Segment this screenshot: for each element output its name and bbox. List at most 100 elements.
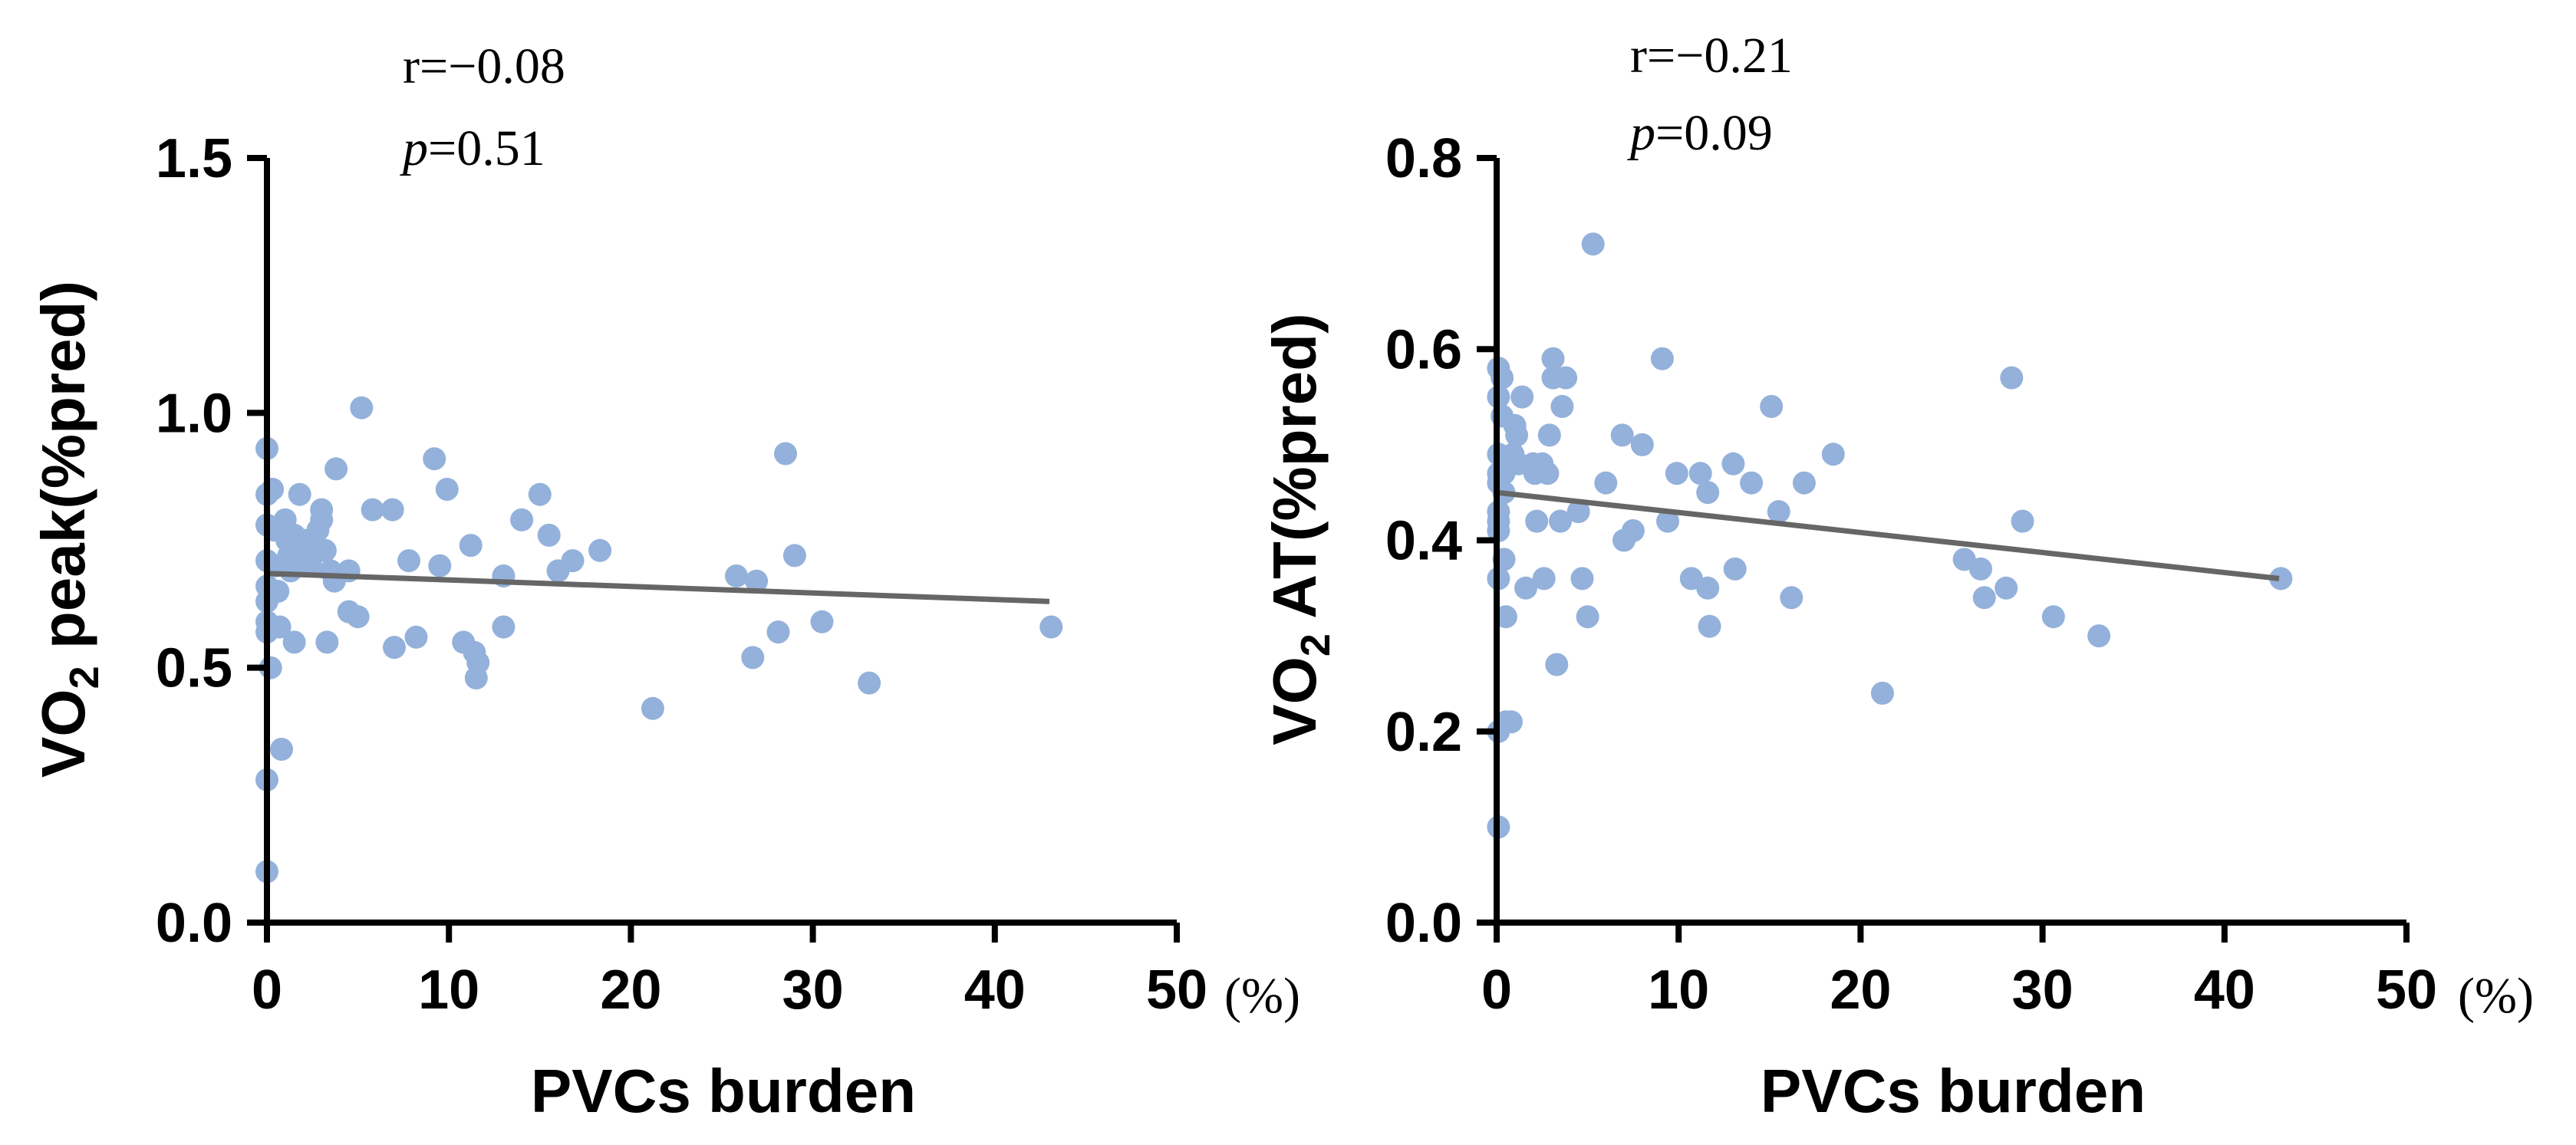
data-point-right-36	[1550, 395, 1574, 418]
data-point-right-60	[1780, 586, 1804, 610]
x-ticks-left: 0 10 20 30 40 50	[252, 923, 1207, 1021]
data-point-left-38	[324, 457, 348, 481]
y-axis-title-sub-right: 2	[1293, 633, 1339, 656]
data-point-right-65	[1969, 557, 1992, 581]
data-point-right-27	[1525, 509, 1549, 533]
chart-right: r=−0.21 p=0.09 0.0 0.2 0.4 0.6 0.8 0 10 20 30 40…	[1260, 28, 2534, 1125]
y-axis-title-right: VO2 AT(%pred)	[1260, 313, 1339, 745]
data-point-left-52	[459, 534, 483, 558]
data-point-right-58	[1760, 395, 1784, 418]
data-point-right-54	[1698, 614, 1721, 638]
data-point-left-44	[380, 498, 404, 522]
data-point-left-43	[361, 498, 384, 522]
data-point-left-64	[641, 696, 664, 720]
data-point-left-59	[528, 482, 552, 506]
p-value-left: p=0.51	[400, 120, 545, 176]
points-right	[1487, 232, 2293, 839]
p-symbol-left: p	[400, 120, 428, 176]
data-point-right-59	[1767, 500, 1790, 524]
data-point-left-73	[1039, 615, 1063, 639]
data-point-right-48	[1656, 509, 1679, 533]
y-tick-label-right-3: 0.6	[1385, 319, 1462, 380]
data-point-left-25	[288, 482, 311, 506]
y-axis-title-main-left: VO	[29, 689, 97, 778]
data-point-right-32	[1541, 347, 1565, 370]
data-point-left-16	[270, 738, 293, 761]
data-point-right-46	[1630, 433, 1654, 456]
p-symbol-right: p	[1627, 105, 1655, 161]
y-ticks-right: 0.0 0.2 0.4 0.6 0.8	[1385, 128, 1497, 954]
data-point-left-34	[313, 538, 337, 562]
r-value-left: r=−0.08	[403, 38, 565, 94]
p-number-right: =0.09	[1655, 105, 1773, 161]
data-point-right-40	[1576, 605, 1599, 629]
x-tick-label-right-0: 0	[1481, 959, 1512, 1021]
regression-line-right	[1496, 489, 2280, 581]
y-axis-title-rest-right: AT(%pred)	[1260, 313, 1329, 633]
data-point-right-53	[1696, 576, 1720, 600]
data-point-left-58	[510, 508, 534, 531]
points-left	[255, 396, 1063, 883]
data-point-left-72	[858, 671, 881, 695]
x-unit-left: (%)	[1224, 968, 1300, 1024]
data-point-right-30	[1536, 462, 1560, 485]
x-tick-label-right-3: 30	[2012, 959, 2074, 1021]
data-point-left-50	[435, 478, 459, 501]
data-point-left-62	[561, 549, 585, 573]
x-tick-label-left-4: 40	[964, 959, 1026, 1021]
data-point-right-39	[1570, 567, 1594, 591]
data-point-left-71	[810, 610, 834, 633]
p-number-left: =0.51	[428, 120, 545, 176]
x-tick-label-left-0: 0	[252, 959, 282, 1021]
y-tick-label-right-2: 0.4	[1385, 511, 1462, 572]
data-point-right-37	[1554, 366, 1578, 390]
data-point-right-16	[1494, 605, 1517, 629]
data-point-right-68	[2000, 366, 2024, 390]
data-point-left-68	[766, 620, 790, 644]
x-tick-label-right-1: 10	[1648, 959, 1709, 1021]
x-ticks-right: 0 10 20 30 40 50	[1481, 923, 2437, 1021]
data-point-left-35	[315, 630, 339, 654]
y-tick-label-right-1: 0.2	[1385, 702, 1462, 763]
stats-annotation-right: r=−0.21 p=0.09	[1627, 28, 1793, 161]
x-tick-label-left-3: 30	[782, 959, 844, 1021]
data-point-left-65	[725, 564, 748, 587]
y-tick-label-left-1: 0.5	[156, 638, 232, 699]
axes-left: 0.0 0.5 1.0 1.5 0 10 20 30 40 50	[156, 128, 1207, 1021]
axes-right: 0.0 0.2 0.4 0.6 0.8 0 10 20 30 40 50	[1385, 128, 2437, 1021]
data-point-right-24	[1514, 576, 1537, 600]
data-point-right-49	[1665, 462, 1688, 485]
data-point-right-34	[1545, 653, 1569, 676]
data-point-right-62	[1821, 443, 1845, 466]
data-point-left-49	[428, 554, 452, 577]
y-axis-title-sub-left: 2	[61, 666, 107, 689]
y-tick-label-right-4: 0.8	[1385, 128, 1462, 189]
data-point-left-70	[782, 544, 806, 568]
data-point-right-31	[1537, 423, 1561, 447]
data-point-right-45	[1621, 519, 1645, 542]
data-point-right-21	[1505, 423, 1529, 447]
y-axis-title-main-right: VO	[1260, 656, 1329, 745]
data-point-left-42	[350, 396, 374, 420]
data-point-left-45	[383, 636, 406, 660]
y-tick-label-right-0: 0.0	[1385, 893, 1462, 954]
data-point-right-71	[2087, 624, 2111, 648]
data-point-left-46	[397, 549, 420, 573]
data-point-right-43	[1610, 423, 1634, 447]
data-point-left-47	[404, 625, 428, 649]
p-value-right: p=0.09	[1627, 105, 1773, 161]
y-tick-label-left-3: 1.5	[156, 128, 232, 189]
data-point-right-47	[1650, 347, 1674, 370]
x-tick-label-left-2: 20	[600, 959, 661, 1021]
data-point-right-41	[1581, 232, 1605, 256]
data-point-right-55	[1721, 452, 1745, 475]
y-tick-label-left-2: 1.0	[156, 383, 232, 444]
data-point-right-61	[1792, 471, 1816, 495]
y-tick-label-left-0: 0.0	[156, 893, 232, 954]
data-point-right-51	[1688, 462, 1712, 485]
data-point-left-67	[745, 569, 769, 593]
stats-annotation-left: r=−0.08 p=0.51	[400, 38, 565, 176]
data-point-left-55	[466, 651, 490, 674]
x-axis-title-right: PVCs burden	[1761, 1057, 2146, 1125]
